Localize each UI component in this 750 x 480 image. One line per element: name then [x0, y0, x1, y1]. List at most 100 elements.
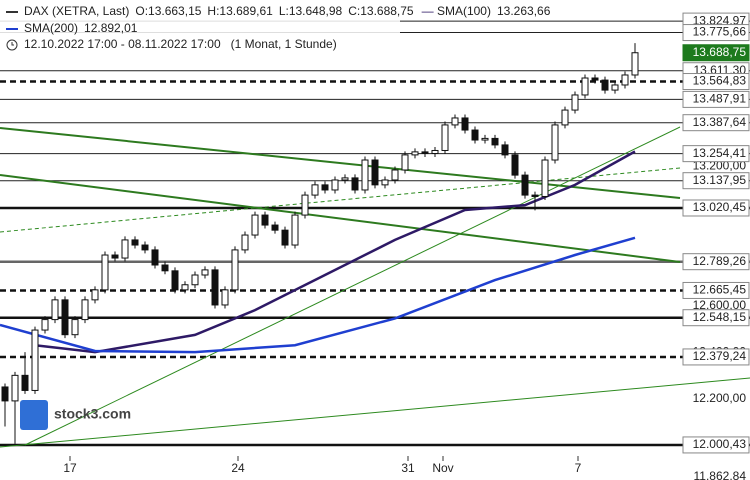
candle-body	[251, 214, 259, 236]
level-label-box	[682, 281, 750, 299]
quote-label: O:	[135, 4, 148, 18]
candle-body	[531, 194, 539, 197]
legend-name: SMA(200)	[24, 21, 78, 35]
candle-body	[601, 79, 609, 91]
candle-body	[471, 129, 479, 141]
y-tick-label: 13.688,75	[693, 45, 747, 59]
candle-body	[341, 177, 349, 181]
y-tick-label: 13.564,83	[693, 74, 747, 88]
candle-body	[491, 137, 499, 146]
level-lines	[0, 20, 750, 447]
candle-body	[11, 374, 19, 402]
sma-line	[0, 236, 636, 354]
candle-body	[541, 159, 549, 197]
level-label-box	[682, 199, 750, 217]
candle-body	[581, 77, 589, 96]
candle-body	[361, 159, 369, 191]
legend-line: SMA(200) 12.892,01	[24, 21, 138, 35]
candle-body	[381, 179, 389, 186]
candle-body	[421, 151, 429, 155]
quote-value: 13.663,15	[148, 4, 202, 18]
candle-body	[481, 137, 489, 141]
y-tick-label: 12.200,00	[693, 391, 747, 405]
y-tick-label: 13.254,41	[693, 146, 747, 160]
candle-body	[271, 224, 279, 231]
candle-body	[121, 239, 129, 259]
candle-body	[371, 159, 379, 186]
candle-body	[151, 249, 159, 266]
candle-body	[611, 84, 619, 91]
title: DAX (XETRA, Last)	[24, 4, 129, 18]
header-bg	[0, 0, 400, 54]
level-label-box	[682, 348, 750, 366]
trend-lines	[0, 126, 750, 448]
y-tick-label: 12.548,15	[693, 310, 747, 324]
logo	[20, 400, 48, 430]
candle-body	[21, 374, 29, 391]
quote-value: 13.688,75	[360, 4, 414, 18]
header: DAX (XETRA, Last) O:13.663,15 H:13.689,61 L…	[0, 0, 551, 54]
trend-line	[0, 127, 681, 199]
candle-body	[461, 117, 469, 131]
watermark: stock3.com	[20, 400, 131, 430]
candle-body	[241, 234, 249, 251]
x-tick-label: 24	[231, 461, 245, 475]
candle-body	[221, 289, 229, 306]
y-tick-label: 12.665,45	[693, 283, 747, 297]
candle-body	[291, 214, 299, 246]
candles	[1, 43, 639, 444]
period-range: 12.10.2022 17:00 - 08.11.2022 17:00	[24, 37, 221, 51]
legend-value: 12.892,01	[84, 21, 138, 35]
candle-body	[101, 254, 109, 291]
clock-hands	[11, 42, 14, 46]
y-tick-label: 13.387,64	[693, 115, 747, 129]
quote-value: 13.648,98	[289, 4, 343, 18]
candle-body	[551, 124, 559, 161]
quote-label: C:	[348, 4, 360, 18]
y-tick-label: 13.137,95	[693, 173, 747, 187]
candle-body	[411, 151, 419, 156]
x-tick-label: 31	[401, 461, 415, 475]
candle-body	[131, 239, 139, 246]
level-label-box	[682, 44, 750, 62]
y-tick-label: 11.862,84	[694, 469, 747, 480]
level-label-box	[682, 73, 750, 91]
candle-body	[261, 214, 269, 226]
trend-line	[0, 377, 750, 448]
candle-body	[351, 177, 359, 191]
trend-line	[0, 167, 681, 233]
quote-value: 13.689,61	[219, 4, 273, 18]
candle-body	[211, 269, 219, 306]
legend-swatch: —	[422, 4, 437, 18]
candle-body	[171, 270, 179, 291]
x-tick-label: 7	[575, 461, 582, 475]
quote-label: H:	[207, 4, 219, 18]
candle-body	[561, 109, 569, 126]
candle-body	[631, 52, 639, 76]
candle-body	[501, 144, 509, 156]
candle-body	[321, 184, 329, 191]
candle-body	[191, 274, 199, 286]
period: 12.10.2022 17:00 - 08.11.2022 17:00 (1 Mo…	[24, 37, 337, 51]
x-axis: 17 24 31 Nov 7	[63, 456, 582, 475]
candle-body	[441, 124, 449, 151]
level-label-box	[682, 145, 750, 163]
level-label-box	[682, 172, 750, 190]
level-label-box	[682, 436, 750, 454]
y-tick-label: 12.600,00	[693, 298, 747, 312]
candle-body	[391, 169, 399, 181]
candle-body	[591, 77, 599, 81]
candle-body	[281, 229, 289, 246]
y-tick-label: 12.789,26	[693, 254, 747, 268]
x-tick-label: Nov	[432, 461, 453, 475]
y-tick-label: 12.000,43	[693, 437, 747, 451]
y-tick-label: 13.020,45	[693, 200, 747, 214]
level-label-box	[682, 309, 750, 327]
candle-body	[91, 289, 99, 301]
sma-line	[34, 150, 636, 354]
candle-body	[61, 299, 69, 336]
candle-body	[431, 149, 439, 155]
candle-body	[511, 154, 519, 176]
candle-body	[161, 264, 169, 272]
